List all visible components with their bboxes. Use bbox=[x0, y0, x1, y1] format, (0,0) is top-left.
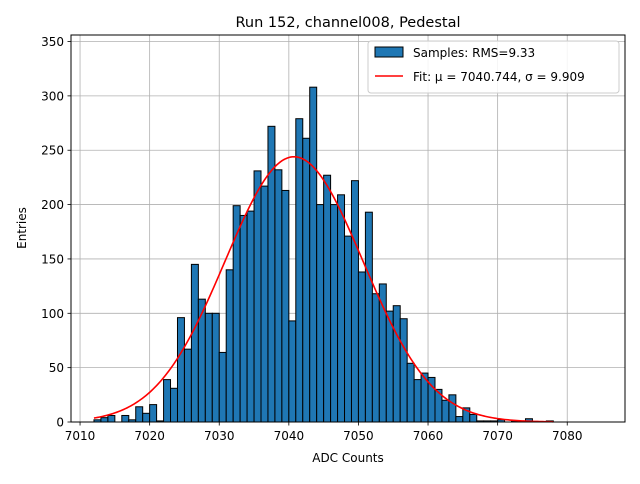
x-tick-label: 7060 bbox=[413, 429, 444, 443]
histogram-bar bbox=[392, 305, 401, 423]
y-tick-label: 150 bbox=[41, 252, 64, 266]
fit-curve-layer bbox=[93, 155, 554, 423]
histogram-bar bbox=[163, 379, 172, 423]
histogram-bar bbox=[149, 404, 158, 423]
y-tick-label: 200 bbox=[41, 198, 64, 212]
histogram-bar bbox=[323, 174, 332, 423]
legend-label-samples: Samples: RMS=9.33 bbox=[413, 46, 535, 60]
histogram-bar bbox=[190, 263, 199, 423]
histogram-bar bbox=[253, 170, 262, 423]
y-tick-label: 300 bbox=[41, 89, 64, 103]
legend-box bbox=[367, 40, 620, 94]
histogram-bar bbox=[330, 204, 339, 423]
plot-frame bbox=[70, 34, 626, 423]
histogram-bar bbox=[211, 312, 220, 423]
fit-curve bbox=[93, 155, 554, 423]
histogram-bar bbox=[344, 235, 352, 423]
histogram-bar bbox=[281, 189, 290, 423]
y-tick-label: 100 bbox=[41, 307, 64, 321]
histogram-bar bbox=[413, 379, 422, 423]
x-tick-label: 7020 bbox=[134, 429, 165, 443]
histogram-bar bbox=[399, 318, 408, 423]
legend: Samples: RMS=9.33 Fit: μ = 7040.744, σ =… bbox=[367, 40, 620, 94]
histogram-bar bbox=[170, 387, 178, 423]
y-axis-ticks: 0 50 100 150 200 250 300 350 bbox=[41, 35, 71, 430]
histogram-bar bbox=[260, 185, 269, 423]
x-tick-label: 7010 bbox=[65, 429, 96, 443]
y-axis-label: Entries bbox=[15, 207, 29, 249]
histogram-bar bbox=[176, 317, 185, 423]
y-tick-label: 250 bbox=[41, 144, 64, 158]
histogram-bar bbox=[121, 414, 130, 423]
histogram-bar bbox=[107, 414, 116, 423]
x-axis-ticks: 7010 7020 7030 7040 7050 7060 7070 7080 bbox=[65, 422, 583, 443]
histogram-bar bbox=[183, 348, 192, 423]
histogram-bar bbox=[385, 310, 394, 423]
x-axis-label: ADC Counts bbox=[312, 451, 384, 465]
histogram-bar bbox=[406, 362, 415, 423]
histogram-bar bbox=[455, 416, 464, 423]
legend-swatch-samples bbox=[374, 46, 404, 58]
histogram-bar bbox=[246, 210, 255, 423]
histogram-bar bbox=[469, 413, 478, 423]
histogram-bar bbox=[316, 204, 325, 423]
x-tick-label: 7050 bbox=[343, 429, 374, 443]
x-tick-label: 7080 bbox=[552, 429, 583, 443]
histogram-bar bbox=[142, 412, 151, 423]
histogram-bar bbox=[309, 86, 318, 423]
histogram-bar bbox=[302, 137, 311, 423]
histogram-bar bbox=[274, 169, 283, 423]
histogram-bar bbox=[218, 351, 227, 423]
histogram-bar bbox=[295, 118, 304, 423]
y-tick-label: 0 bbox=[56, 416, 64, 430]
histogram-bar bbox=[337, 194, 346, 423]
chart-title: Run 152, channel008, Pedestal bbox=[235, 15, 460, 31]
y-tick-label: 350 bbox=[41, 35, 64, 49]
x-tick-label: 7040 bbox=[274, 429, 305, 443]
histogram-bar bbox=[100, 417, 109, 423]
histogram-bar bbox=[448, 394, 457, 423]
histogram-bar bbox=[350, 180, 359, 423]
histogram-bar bbox=[357, 271, 366, 423]
x-tick-label: 7030 bbox=[204, 429, 235, 443]
y-tick-label: 50 bbox=[49, 361, 64, 375]
histogram-bar bbox=[225, 269, 234, 423]
x-tick-label: 7070 bbox=[482, 429, 513, 443]
histogram-bar bbox=[135, 406, 144, 423]
histogram-bar bbox=[239, 214, 248, 423]
histogram-bar bbox=[204, 312, 213, 423]
legend-label-fit: Fit: μ = 7040.744, σ = 9.909 bbox=[413, 70, 585, 84]
histogram-bar bbox=[288, 320, 297, 423]
histogram-bars bbox=[93, 86, 554, 423]
histogram-bar bbox=[371, 293, 380, 423]
histogram-bar bbox=[364, 211, 373, 423]
histogram-bar bbox=[441, 399, 450, 423]
